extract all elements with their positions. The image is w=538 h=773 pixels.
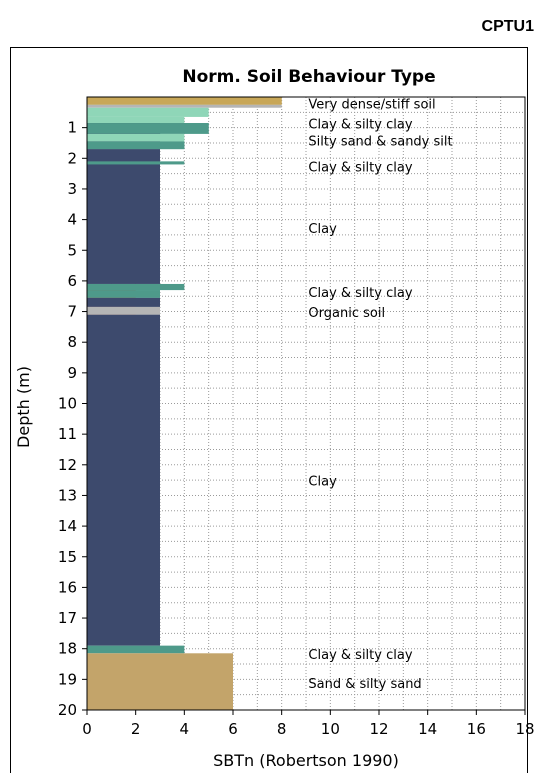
soil-annotation: Silty sand & sandy silt xyxy=(308,134,452,149)
x-axis-title: SBTn (Robertson 1990) xyxy=(213,751,399,770)
chart-title: Norm. Soil Behaviour Type xyxy=(182,67,435,87)
x-tick-label: 12 xyxy=(369,720,388,738)
y-tick-label: 14 xyxy=(58,517,77,535)
soil-annotation: Clay & silty clay xyxy=(308,118,412,133)
y-tick-label: 1 xyxy=(67,119,77,137)
x-tick-label: 8 xyxy=(277,720,287,738)
page-id-label: CPTU1 xyxy=(481,18,534,35)
x-tick-label: 16 xyxy=(467,720,486,738)
sbt-bar-overlay xyxy=(87,141,185,150)
y-tick-label: 9 xyxy=(67,364,77,382)
y-tick-label: 17 xyxy=(58,609,77,627)
y-tick-label: 12 xyxy=(58,456,77,474)
y-tick-label: 6 xyxy=(67,272,77,290)
sbt-bar-overlay xyxy=(87,290,160,298)
sbt-bar xyxy=(87,116,185,124)
sbt-bar xyxy=(87,161,185,165)
soil-annotation: Sand & silty sand xyxy=(308,677,421,692)
sbt-bar xyxy=(87,314,160,646)
x-tick-label: 6 xyxy=(228,720,238,738)
plot-border xyxy=(86,96,526,711)
sbt-bar xyxy=(87,149,160,284)
sbt-bar xyxy=(87,645,185,654)
y-tick-label: 8 xyxy=(67,333,77,351)
sbt-bar-overlay xyxy=(87,97,282,105)
sbt-bar xyxy=(87,133,185,142)
y-tick-label: 16 xyxy=(58,578,77,596)
soil-annotation: Organic soil xyxy=(308,306,385,321)
x-tick-label: 10 xyxy=(321,720,340,738)
y-tick-label: 3 xyxy=(67,180,77,198)
sbt-bar-overlay xyxy=(87,123,209,134)
ticks-layer: 0 2 4 6 8 10 12 14 16 181234567891011121314151617… xyxy=(58,119,535,738)
y-tick-label: 18 xyxy=(58,640,77,658)
y-tick-label: 10 xyxy=(58,395,77,413)
y-tick-label: 7 xyxy=(67,303,77,321)
soil-annotation: Clay & silty clay xyxy=(308,160,412,175)
bars-layer xyxy=(87,97,282,710)
y-tick-label: 2 xyxy=(67,149,77,167)
sbt-bar xyxy=(87,653,233,710)
x-tick-label: 4 xyxy=(180,720,190,738)
x-tick-label: 18 xyxy=(515,720,534,738)
y-tick-label: 11 xyxy=(58,425,77,443)
x-tick-label: 0 xyxy=(82,720,92,738)
y-axis-title: Depth (m) xyxy=(14,366,33,448)
chart-frame xyxy=(10,47,528,773)
soil-annotation: Very dense/stiff soil xyxy=(308,98,435,113)
sbt-bar xyxy=(87,297,160,307)
y-tick-label: 19 xyxy=(58,670,77,688)
y-tick-label: 5 xyxy=(67,241,77,259)
soil-annotation: Clay & silty clay xyxy=(308,648,412,663)
y-tick-label: 15 xyxy=(58,548,77,566)
x-tick-label: 2 xyxy=(131,720,141,738)
sbt-bar xyxy=(87,104,282,108)
sbt-bar xyxy=(87,107,209,117)
soil-annotation: Clay xyxy=(308,222,337,237)
soil-annotation: Clay xyxy=(308,475,337,490)
y-tick-label: 20 xyxy=(58,701,77,719)
soil-annotation: Clay & silty clay xyxy=(308,286,412,301)
sbt-bar xyxy=(87,283,185,291)
sbt-bar-overlay xyxy=(87,306,160,315)
y-tick-label: 13 xyxy=(58,486,77,504)
x-tick-label: 14 xyxy=(418,720,437,738)
y-tick-label: 4 xyxy=(67,211,77,229)
